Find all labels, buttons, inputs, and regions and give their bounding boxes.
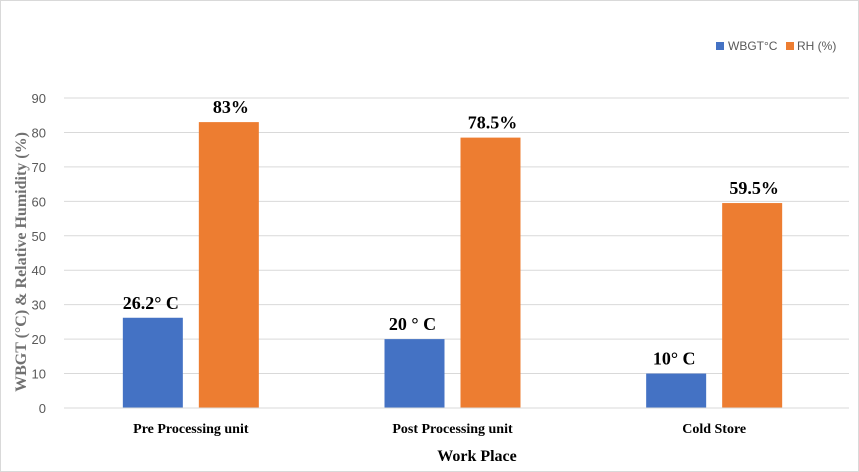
x-category-label: Pre Processing unit [133,422,249,437]
x-axis-categories: Pre Processing unit Post Processing unit C… [133,422,746,437]
legend-swatch-rh [786,42,794,50]
bars [122,122,783,408]
legend-swatch-wbgt [716,42,724,50]
y-tick-label: 70 [32,160,46,175]
data-label: 59.5% [729,178,779,198]
x-category-label: Post Processing unit [392,422,513,437]
bar-rh [198,122,259,408]
y-tick-label: 60 [32,194,46,209]
y-tick-label: 20 [32,332,46,347]
bar-wbgt [646,373,707,408]
bar-rh [460,137,521,408]
y-tick-label: 30 [32,298,46,313]
data-label: 20 ° C [389,314,436,334]
bar-wbgt [384,339,445,408]
y-tick-label: 40 [32,263,46,278]
y-tick-label: 10 [32,367,46,382]
legend-label-rh: RH (%) [797,39,836,53]
data-label: 26.2° C [123,293,179,313]
y-axis-ticks: 0 10 20 30 40 50 60 70 80 90 [32,91,46,416]
data-labels: 26.2° C 83% 20 ° C 78.5% 10° C 59.5% [123,97,779,368]
data-label: 83% [213,97,249,117]
legend: WBGT°C RH (%) [716,39,836,53]
bar-rh [722,203,783,408]
y-tick-label: 50 [32,229,46,244]
y-axis-title: WBGT (°C) & Relative Humidity (%) [13,132,30,392]
gridlines [64,97,849,375]
legend-label-wbgt: WBGT°C [728,39,778,53]
bar-wbgt [122,317,183,408]
y-tick-label: 0 [39,401,46,416]
y-tick-label: 90 [32,91,46,106]
y-tick-label: 80 [32,125,46,140]
data-label: 78.5% [468,113,518,133]
x-category-label: Cold Store [682,422,746,437]
x-axis-title: Work Place [437,448,517,465]
data-label: 10° C [653,349,696,369]
